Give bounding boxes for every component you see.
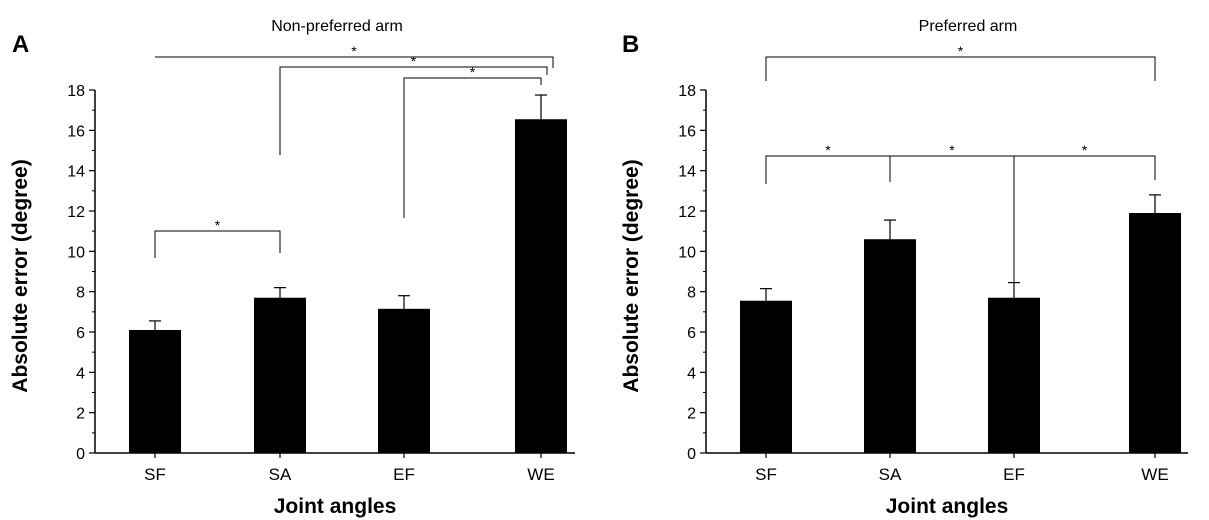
bar-sf <box>129 329 181 453</box>
y-tick-label: 8 <box>687 285 696 302</box>
significance-star: * <box>958 43 964 59</box>
significance-star: * <box>470 64 476 80</box>
significance-bracket <box>154 230 281 258</box>
chart-title: Non-preferred arm <box>271 18 403 35</box>
y-tick-label: 18 <box>67 83 85 100</box>
significance-bracket <box>403 77 542 218</box>
x-tick-label: SA <box>269 465 292 484</box>
y-tick-label: 8 <box>76 285 85 302</box>
panel-letter: B <box>622 31 639 58</box>
x-tick-label: SF <box>755 465 777 484</box>
significance-bracket <box>155 56 554 68</box>
bar-we <box>1129 213 1181 453</box>
x-axis-label: Joint angles <box>886 495 1009 518</box>
y-tick-label: 16 <box>678 123 696 140</box>
significance-bracket <box>279 66 548 155</box>
y-tick-label: 14 <box>67 164 85 181</box>
bar-ef <box>378 308 430 453</box>
significance-star: * <box>949 142 955 158</box>
x-tick-label: WE <box>527 465 554 484</box>
x-tick-label: EF <box>393 465 415 484</box>
y-tick-label: 0 <box>687 446 696 463</box>
y-tick-label: 12 <box>67 204 85 221</box>
x-axis-label: Joint angles <box>274 495 397 518</box>
y-tick-label: 2 <box>76 406 85 423</box>
y-axis-label: Absolute error (degree) <box>620 159 643 392</box>
y-tick-label: 4 <box>687 365 696 382</box>
y-tick-label: 18 <box>678 83 696 100</box>
bar-sa <box>864 239 916 453</box>
chart-title: Preferred arm <box>919 18 1018 35</box>
y-tick-label: 6 <box>687 325 696 342</box>
y-axis-label: Absolute error (degree) <box>9 159 32 392</box>
significance-bracket <box>765 56 1156 81</box>
panel-letter: A <box>12 31 29 58</box>
bar-sf <box>740 300 792 453</box>
x-tick-label: SA <box>879 465 902 484</box>
x-tick-label: EF <box>1003 465 1025 484</box>
significance-bracket <box>1013 155 1156 285</box>
significance-star: * <box>351 43 357 59</box>
bar-ef <box>988 297 1040 453</box>
y-tick-label: 14 <box>678 164 696 181</box>
y-tick-label: 10 <box>67 244 85 261</box>
significance-star: * <box>825 142 831 158</box>
y-tick-label: 16 <box>67 123 85 140</box>
y-tick-label: 10 <box>678 244 696 261</box>
y-tick-label: 12 <box>678 204 696 221</box>
x-tick-label: SF <box>144 465 166 484</box>
bar-sa <box>254 297 306 453</box>
y-tick-label: 2 <box>687 406 696 423</box>
significance-star: * <box>411 53 417 69</box>
y-tick-label: 4 <box>76 365 85 382</box>
bar-we <box>515 119 567 453</box>
significance-bracket <box>889 155 1015 198</box>
x-tick-label: WE <box>1141 465 1168 484</box>
significance-bracket <box>765 155 891 184</box>
y-tick-label: 0 <box>76 446 85 463</box>
significance-star: * <box>215 217 221 233</box>
significance-star: * <box>1082 142 1088 158</box>
y-tick-label: 6 <box>76 325 85 342</box>
